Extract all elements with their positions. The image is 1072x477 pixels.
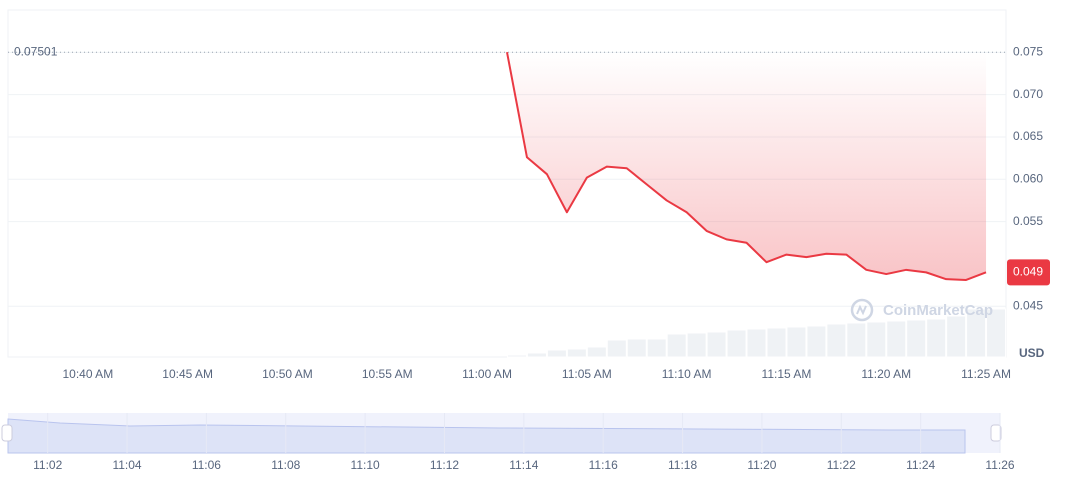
volume-bar bbox=[886, 320, 907, 358]
x-tick-label: 11:20 AM bbox=[861, 367, 911, 381]
volume-bar bbox=[986, 308, 1007, 358]
volume-bar bbox=[706, 331, 727, 358]
x-tick-label: 11:00 AM bbox=[462, 367, 512, 381]
navigator-tick-label: 11:16 bbox=[589, 458, 618, 472]
x-tick-label: 10:40 AM bbox=[62, 367, 113, 381]
watermark: CoinMarketCap bbox=[883, 302, 993, 319]
x-tick-label: 11:05 AM bbox=[562, 367, 612, 381]
y-tick-label: 0.055 bbox=[1013, 214, 1043, 228]
y-tick-label: 0.060 bbox=[1013, 171, 1043, 185]
last-price-badge bbox=[1007, 259, 1050, 286]
price-line bbox=[506, 52, 987, 281]
volume-bars bbox=[507, 308, 1007, 358]
navigator-axis: 11:02 11:04 11:06 11:08 11:10 11:12 11:14 11:16… bbox=[33, 413, 1015, 472]
volume-bar bbox=[666, 333, 687, 358]
volume-bar bbox=[626, 338, 647, 358]
navigator-tick-label: 11:06 bbox=[192, 458, 221, 472]
volume-bar bbox=[526, 352, 547, 358]
volume-bar bbox=[806, 325, 827, 358]
navigator-handle[interactable] bbox=[1, 424, 13, 442]
navigator-tick-label: 11:10 bbox=[351, 458, 380, 472]
x-tick-label: 10:50 AM bbox=[262, 367, 313, 381]
volume-bar bbox=[826, 323, 847, 358]
y-tick-label: 0.045 bbox=[1013, 298, 1043, 312]
volume-bar bbox=[646, 338, 667, 358]
x-tick-label: 10:45 AM bbox=[162, 367, 213, 381]
watermark-logo bbox=[850, 298, 874, 322]
volume-bar bbox=[766, 327, 787, 358]
y-tick-label: 0.075 bbox=[1013, 44, 1043, 58]
x-tick-label: 10:55 AM bbox=[362, 367, 413, 381]
volume-bar bbox=[906, 319, 927, 358]
x-tick-label: 11:10 AM bbox=[662, 367, 712, 381]
x-tick-label: 11:15 AM bbox=[762, 367, 812, 381]
navigator-tick-label: 11:24 bbox=[906, 458, 935, 472]
last-price-label: 0.049 bbox=[1013, 265, 1043, 279]
navigator-tick-label: 11:22 bbox=[827, 458, 856, 472]
navigator-tick-label: 11:02 bbox=[33, 458, 62, 472]
navigator-tick-label: 11:14 bbox=[509, 458, 538, 472]
navigator-tick-label: 11:12 bbox=[430, 458, 459, 472]
volume-bar bbox=[566, 348, 587, 358]
volume-bar bbox=[546, 349, 567, 358]
navigator-tick-label: 11:18 bbox=[668, 458, 697, 472]
navigator-tick-label: 11:26 bbox=[985, 458, 1014, 472]
volume-bar bbox=[966, 308, 987, 358]
volume-bar bbox=[507, 354, 527, 358]
volume-bar bbox=[686, 332, 707, 358]
navigator-handle[interactable] bbox=[990, 424, 1002, 442]
price-line bbox=[506, 52, 987, 281]
volume-bar bbox=[746, 328, 767, 358]
navigator-tick-label: 11:20 bbox=[747, 458, 776, 472]
reference-label: 0.07501 bbox=[14, 44, 58, 58]
unit-label: USD bbox=[1019, 346, 1045, 360]
volume-bar bbox=[846, 322, 867, 358]
volume-bar bbox=[926, 318, 947, 358]
x-tick-label: 11:25 AM bbox=[961, 367, 1011, 381]
y-tick-label: 0.065 bbox=[1013, 129, 1043, 143]
y-tick-label: 0.070 bbox=[1013, 87, 1043, 101]
volume-bar bbox=[726, 329, 747, 358]
price-area bbox=[507, 52, 987, 280]
volume-bar bbox=[786, 326, 807, 358]
navigator-series bbox=[7, 418, 966, 454]
volume-bar bbox=[946, 315, 967, 358]
labels: 0.075 0.070 0.065 0.060 0.055 0.045 10:40 AM 10… bbox=[14, 44, 1050, 381]
volume-bar bbox=[586, 346, 607, 358]
navigator-tick-label: 11:04 bbox=[112, 458, 141, 472]
navigator-tick-label: 11:08 bbox=[271, 458, 300, 472]
volume-bar bbox=[606, 339, 627, 358]
volume-bar bbox=[866, 321, 887, 358]
